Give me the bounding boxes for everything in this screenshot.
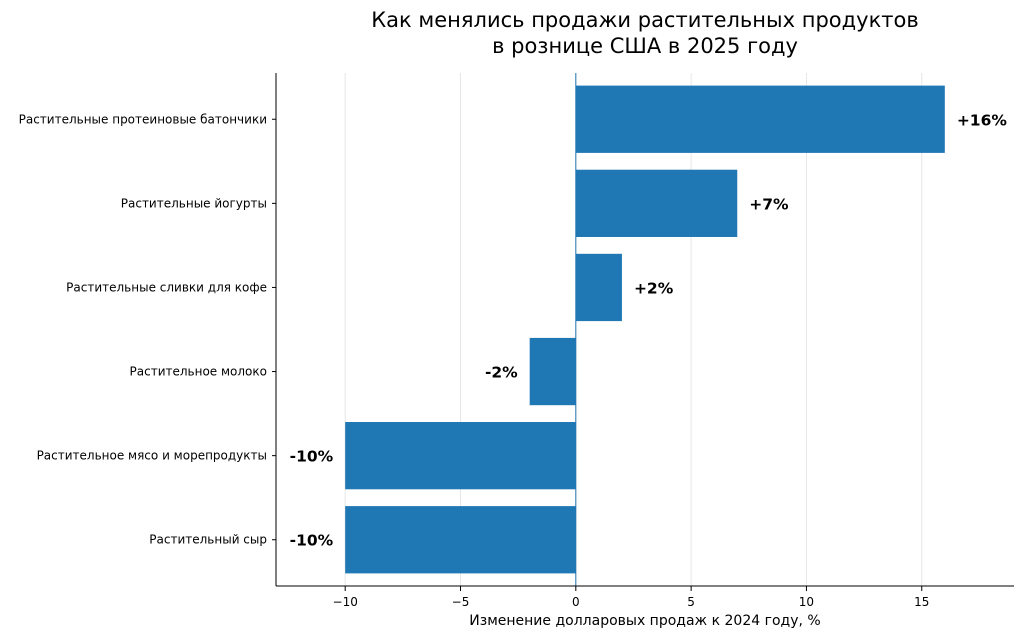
x-tick-label-4: 10 <box>799 595 814 609</box>
bar-4 <box>345 422 576 490</box>
category-label-2: Растительные сливки для кофе <box>66 280 267 294</box>
bar-2 <box>575 253 622 322</box>
chart-title-line-2: в рознице США в 2025 году <box>492 34 798 58</box>
category-label-5: Растительный сыр <box>149 533 267 547</box>
x-tick-label-3: 5 <box>687 595 695 609</box>
x-axis-ticks: −10 −5 0 5 10 15 <box>333 586 929 609</box>
category-label-4: Растительное мясо и морепродукты <box>37 449 267 463</box>
data-label-1: +7% <box>749 195 789 213</box>
data-label-5: -10% <box>290 532 334 550</box>
bars <box>345 85 945 574</box>
x-axis-label: Изменение долларовых продаж к 2024 году,… <box>469 613 820 629</box>
data-labels: +16% +7% +2% -2% -10% -10% <box>290 111 1008 549</box>
category-label-1: Растительные йогурты <box>121 196 267 210</box>
x-tick-label-2: 0 <box>572 595 580 609</box>
bar-3 <box>529 337 576 406</box>
x-tick-label-5: 15 <box>914 595 929 609</box>
data-label-3: -2% <box>485 364 518 382</box>
bar-5 <box>345 506 576 574</box>
data-label-0: +16% <box>957 111 1008 129</box>
axes <box>275 73 1014 587</box>
x-tick-label-0: −10 <box>333 595 358 609</box>
category-label-0: Растительные протеиновые батончики <box>19 112 267 126</box>
x-tick-label-1: −5 <box>452 595 470 609</box>
chart-title-line-1: Как менялись продажи растительных продук… <box>371 8 918 32</box>
data-label-2: +2% <box>634 279 674 297</box>
category-label-3: Растительное молоко <box>130 365 267 379</box>
data-label-4: -10% <box>290 448 334 466</box>
category-labels: Растительные протеиновые батончики Растит… <box>19 112 276 547</box>
bar-1 <box>575 169 738 237</box>
bar-0 <box>575 85 945 153</box>
